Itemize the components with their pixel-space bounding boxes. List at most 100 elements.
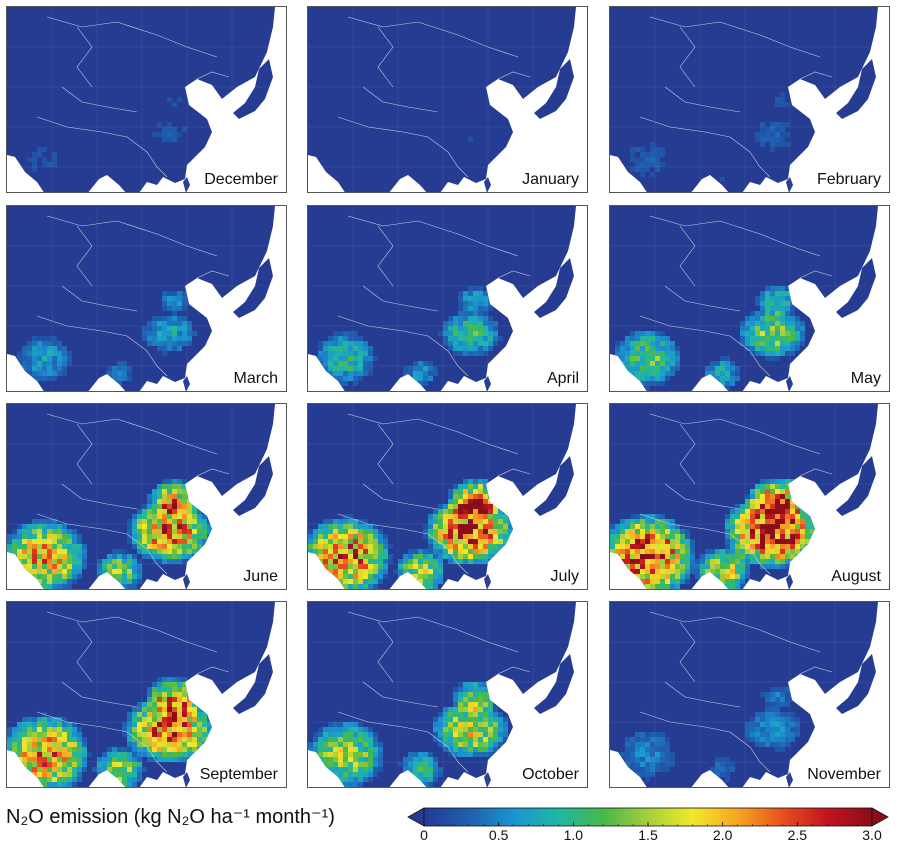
colorbar-legend: N₂O emission (kg N₂O ha⁻¹ month⁻¹) 0 0.5 1… bbox=[0, 800, 903, 852]
country-border bbox=[749, 746, 771, 773]
country-border bbox=[46, 611, 218, 653]
map-panel-january: January bbox=[307, 6, 588, 193]
map-panel-october: October bbox=[307, 601, 588, 788]
map-svg bbox=[7, 206, 286, 391]
map-svg bbox=[308, 7, 587, 192]
country-border bbox=[749, 151, 771, 178]
map-panel-november: November bbox=[609, 601, 890, 788]
emission-cells bbox=[313, 286, 503, 386]
country-border bbox=[362, 681, 439, 708]
country-border bbox=[649, 215, 821, 257]
country-border bbox=[377, 26, 394, 88]
country-border bbox=[146, 746, 168, 773]
month-label: September bbox=[197, 766, 280, 784]
month-label: April bbox=[544, 370, 581, 388]
map-svg bbox=[7, 7, 286, 192]
country-border bbox=[337, 315, 449, 352]
japan-land bbox=[836, 258, 876, 318]
country-border bbox=[447, 548, 469, 575]
colorbar-tick-label: 2.0 bbox=[712, 827, 733, 843]
emission-cells bbox=[615, 286, 805, 391]
country-border bbox=[36, 513, 148, 550]
country-border bbox=[76, 225, 93, 287]
country-border bbox=[362, 285, 439, 312]
country-border bbox=[664, 285, 741, 312]
map-panel-september: September bbox=[6, 601, 287, 788]
emission-cells bbox=[7, 479, 212, 589]
country-border bbox=[196, 468, 230, 477]
japan-land bbox=[233, 258, 273, 318]
country-border bbox=[337, 116, 449, 153]
colorbar-tick-label: 2.5 bbox=[787, 827, 808, 843]
country-border bbox=[76, 423, 93, 485]
map-panel-march: March bbox=[6, 205, 287, 392]
country-border bbox=[46, 215, 218, 257]
emission-cells bbox=[7, 677, 217, 787]
country-border bbox=[146, 548, 168, 575]
japan-land bbox=[534, 59, 574, 119]
month-label: December bbox=[202, 171, 280, 189]
map-svg bbox=[610, 404, 889, 589]
country-border bbox=[377, 423, 394, 485]
month-label: November bbox=[805, 766, 883, 784]
country-border bbox=[61, 483, 138, 510]
japan-land bbox=[534, 456, 574, 516]
country-border bbox=[61, 681, 138, 708]
country-border bbox=[362, 483, 439, 510]
map-svg bbox=[610, 7, 889, 192]
country-border bbox=[497, 666, 531, 675]
map-panel-april: April bbox=[307, 205, 588, 392]
country-border bbox=[337, 711, 449, 748]
month-label: July bbox=[548, 568, 581, 586]
country-border bbox=[36, 315, 148, 352]
colorbar-tick-label: 1.0 bbox=[563, 827, 584, 843]
country-border bbox=[639, 116, 751, 153]
country-border bbox=[146, 151, 168, 178]
map-svg bbox=[308, 602, 587, 787]
country-border bbox=[649, 16, 821, 58]
colorbar-tick-label: 0.5 bbox=[488, 827, 509, 843]
country-border bbox=[377, 225, 394, 287]
country-border bbox=[196, 270, 230, 279]
country-border bbox=[46, 413, 218, 455]
country-border bbox=[679, 621, 696, 683]
country-border bbox=[749, 350, 771, 377]
map-svg bbox=[7, 602, 286, 787]
emission-cells bbox=[27, 97, 187, 172]
map-panel-december: December bbox=[6, 6, 287, 193]
map-panel-february: February bbox=[609, 6, 890, 193]
japan-land bbox=[233, 654, 273, 714]
country-border bbox=[799, 666, 833, 675]
country-border bbox=[679, 423, 696, 485]
japan-land bbox=[534, 654, 574, 714]
country-border bbox=[76, 26, 93, 88]
country-border bbox=[377, 621, 394, 683]
japan-land bbox=[836, 59, 876, 119]
japan-land bbox=[836, 654, 876, 714]
country-border bbox=[46, 16, 218, 58]
land-mass bbox=[7, 206, 275, 391]
map-svg bbox=[308, 404, 587, 589]
country-border bbox=[447, 350, 469, 377]
colorbar-max-arrow bbox=[871, 807, 889, 827]
country-border bbox=[36, 711, 148, 748]
country-border bbox=[36, 116, 148, 153]
country-border bbox=[347, 16, 519, 58]
country-border bbox=[362, 86, 439, 113]
country-border bbox=[664, 681, 741, 708]
map-svg bbox=[7, 404, 286, 589]
country-border bbox=[749, 548, 771, 575]
emission-cells bbox=[468, 137, 473, 142]
colorbar bbox=[407, 807, 889, 827]
map-panel-june: June bbox=[6, 403, 287, 590]
map-panel-july: July bbox=[307, 403, 588, 590]
land-mass bbox=[7, 7, 275, 192]
country-border bbox=[639, 513, 751, 550]
month-label: March bbox=[231, 370, 280, 388]
country-border bbox=[447, 151, 469, 178]
month-label: February bbox=[814, 171, 883, 189]
land-mass bbox=[308, 206, 576, 391]
month-label: January bbox=[520, 171, 581, 189]
country-border bbox=[347, 611, 519, 653]
country-border bbox=[61, 285, 138, 312]
